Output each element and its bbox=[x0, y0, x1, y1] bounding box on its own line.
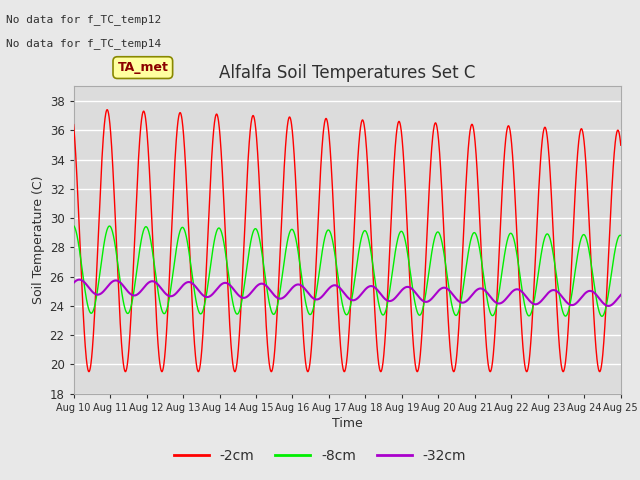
Y-axis label: Soil Temperature (C): Soil Temperature (C) bbox=[33, 176, 45, 304]
X-axis label: Time: Time bbox=[332, 417, 363, 430]
Text: TA_met: TA_met bbox=[117, 61, 168, 74]
Title: Alfalfa Soil Temperatures Set C: Alfalfa Soil Temperatures Set C bbox=[219, 64, 476, 82]
Text: No data for f_TC_temp12: No data for f_TC_temp12 bbox=[6, 14, 162, 25]
Text: No data for f_TC_temp14: No data for f_TC_temp14 bbox=[6, 38, 162, 49]
Legend: -2cm, -8cm, -32cm: -2cm, -8cm, -32cm bbox=[168, 443, 472, 468]
